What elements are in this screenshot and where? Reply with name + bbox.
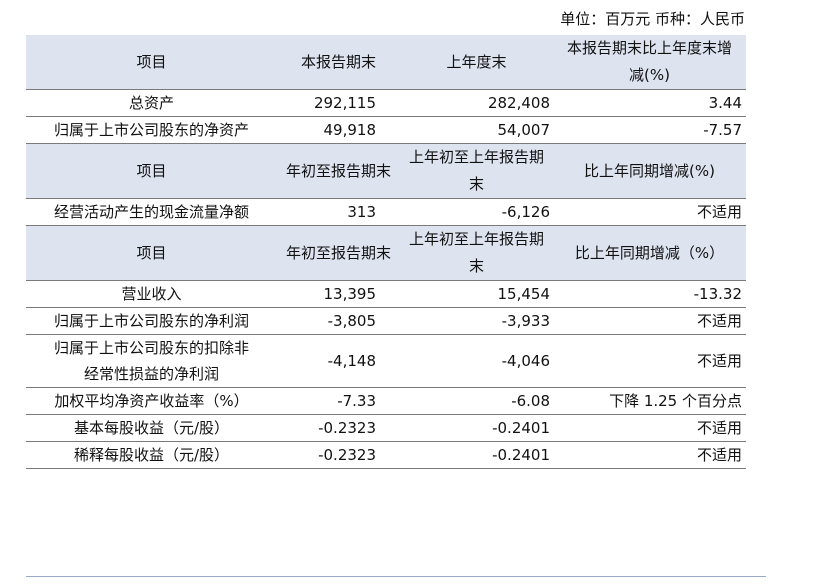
table-row: 总资产 292,115 282,408 3.44 — [26, 89, 746, 117]
header-item: 项目 — [26, 35, 277, 90]
section-3-header: 项目 年初至报告期末 上年初至上年报告期末 比上年同期增减（%） — [26, 225, 746, 281]
row-label: 归属于上市公司股东的净利润 — [26, 307, 277, 335]
row-value: 54,007 — [400, 116, 553, 144]
section-2-header: 项目 年初至报告期末 上年初至上年报告期末 比上年同期增减(%) — [26, 143, 746, 199]
row-value: -0.2401 — [400, 441, 553, 469]
row-value: -7.33 — [277, 387, 400, 415]
row-label: 总资产 — [26, 89, 277, 117]
header-prior-ytd: 上年初至上年报告期末 — [400, 225, 553, 281]
row-value: -7.57 — [553, 116, 746, 144]
header-prior-ytd: 上年初至上年报告期末 — [400, 143, 553, 199]
header-prior-year-end: 上年度末 — [400, 35, 553, 90]
row-value: 13,395 — [277, 280, 400, 308]
financial-data-table: 项目 本报告期末 上年度末 本报告期末比上年度末增减(%) 总资产 292,11… — [26, 35, 746, 469]
table-row: 归属于上市公司股东的扣除非经常性损益的净利润 -4,148 -4,046 不适用 — [26, 334, 746, 388]
row-value: 49,918 — [277, 116, 400, 144]
row-value: 15,454 — [400, 280, 553, 308]
header-change-pct: 本报告期末比上年度末增减(%) — [553, 35, 746, 90]
table-row: 营业收入 13,395 15,454 -13.32 — [26, 280, 746, 308]
row-value: -0.2401 — [400, 414, 553, 442]
row-value: -4,046 — [400, 334, 553, 388]
row-value: -13.32 — [553, 280, 746, 308]
row-value: 不适用 — [553, 198, 746, 226]
header-yoy-change: 比上年同期增减（%） — [553, 225, 746, 281]
section-1-header: 项目 本报告期末 上年度末 本报告期末比上年度末增减(%) — [26, 35, 746, 90]
table-row: 归属于上市公司股东的净资产 49,918 54,007 -7.57 — [26, 116, 746, 144]
header-item: 项目 — [26, 225, 277, 281]
row-value: -3,805 — [277, 307, 400, 335]
table-row: 经营活动产生的现金流量净额 313 -6,126 不适用 — [26, 198, 746, 226]
row-label: 归属于上市公司股东的净资产 — [26, 116, 277, 144]
row-value: -6,126 — [400, 198, 553, 226]
row-label: 稀释每股收益（元/股） — [26, 441, 277, 469]
row-value: 292,115 — [277, 89, 400, 117]
header-yoy-change: 比上年同期增减(%) — [553, 143, 746, 199]
table-row: 稀释每股收益（元/股） -0.2323 -0.2401 不适用 — [26, 441, 746, 469]
row-value: -0.2323 — [277, 441, 400, 469]
unit-currency-note: 单位：百万元 币种：人民币 — [560, 10, 745, 28]
header-ytd: 年初至报告期末 — [277, 225, 400, 281]
header-current-period-end: 本报告期末 — [277, 35, 400, 90]
row-value: 不适用 — [553, 414, 746, 442]
row-value: -4,148 — [277, 334, 400, 388]
row-value: 不适用 — [553, 307, 746, 335]
row-value: 313 — [277, 198, 400, 226]
row-value: -6.08 — [400, 387, 553, 415]
row-value: -0.2323 — [277, 414, 400, 442]
row-value: -3,933 — [400, 307, 553, 335]
row-value: 下降 1.25 个百分点 — [553, 387, 746, 415]
row-label: 经营活动产生的现金流量净额 — [26, 198, 277, 226]
row-value: 3.44 — [553, 89, 746, 117]
row-label: 营业收入 — [26, 280, 277, 308]
table-row: 加权平均净资产收益率（%） -7.33 -6.08 下降 1.25 个百分点 — [26, 387, 746, 415]
row-value: 282,408 — [400, 89, 553, 117]
table-row: 基本每股收益（元/股） -0.2323 -0.2401 不适用 — [26, 414, 746, 442]
row-label: 加权平均净资产收益率（%） — [26, 387, 277, 415]
table-row: 归属于上市公司股东的净利润 -3,805 -3,933 不适用 — [26, 307, 746, 335]
row-label: 归属于上市公司股东的扣除非经常性损益的净利润 — [26, 334, 277, 388]
row-value: 不适用 — [553, 334, 746, 388]
header-ytd: 年初至报告期末 — [277, 143, 400, 199]
row-label: 基本每股收益（元/股） — [26, 414, 277, 442]
header-item: 项目 — [26, 143, 277, 199]
row-value: 不适用 — [553, 441, 746, 469]
footer-divider — [26, 576, 766, 577]
